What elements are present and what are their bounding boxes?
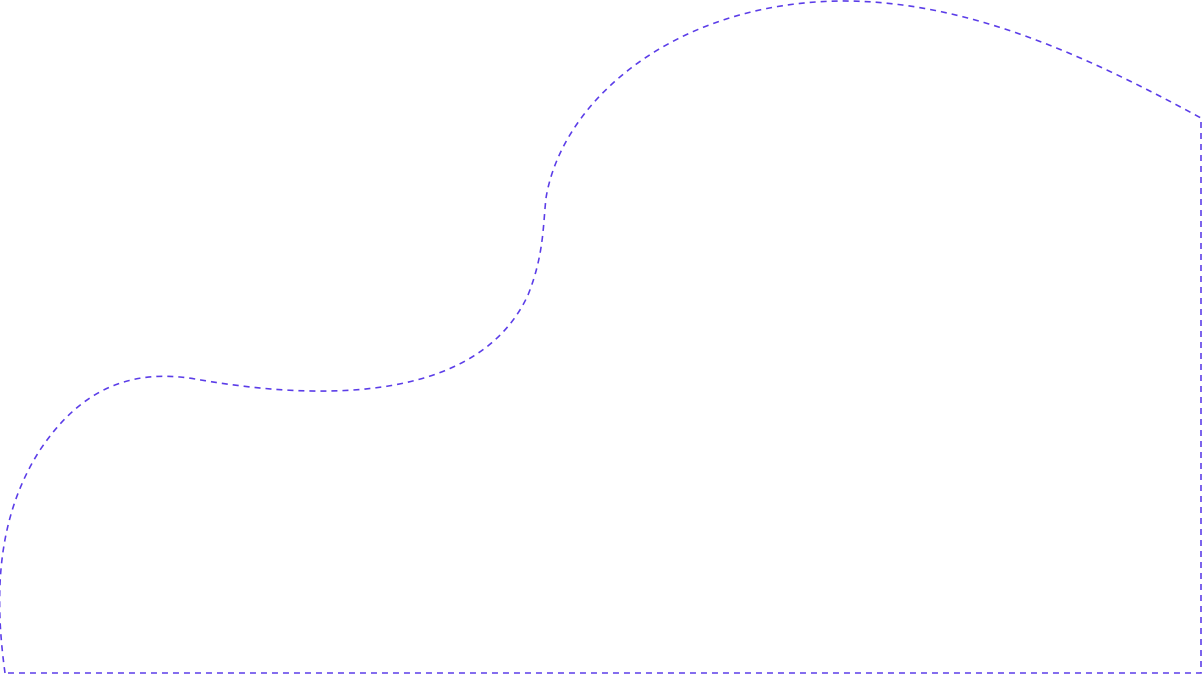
dashed-outline-canvas bbox=[0, 0, 1202, 674]
dashed-wave-outline bbox=[0, 0, 1202, 674]
